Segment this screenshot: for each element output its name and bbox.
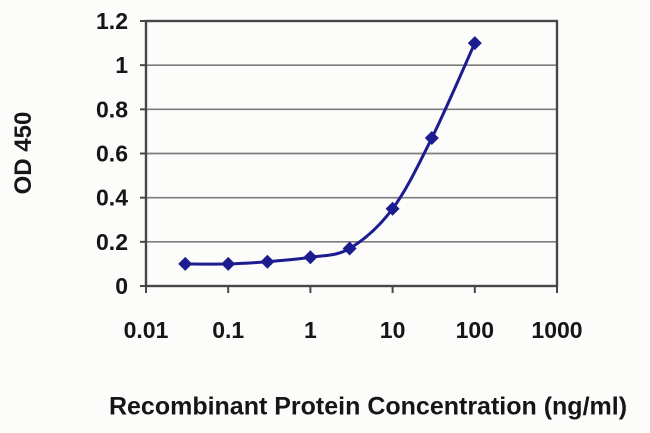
data-point-marker: [467, 36, 482, 51]
y-tick-label: 1: [115, 52, 128, 78]
data-point-marker: [260, 254, 275, 269]
y-tick-label: 0.6: [96, 141, 128, 167]
y-tick-label: 1.2: [96, 8, 128, 34]
data-point-marker: [303, 250, 318, 265]
data-point-marker: [221, 256, 236, 271]
data-point-marker: [424, 131, 439, 146]
data-point-marker: [178, 256, 193, 271]
data-point-marker: [385, 201, 400, 216]
x-tick-label: 1000: [531, 317, 582, 343]
y-tick-label: 0.4: [96, 185, 128, 211]
x-tick-label: 10: [380, 317, 406, 343]
x-tick-label: 0.01: [124, 317, 169, 343]
y-tick-label: 0.8: [96, 96, 128, 122]
x-axis-title: Recombinant Protein Concentration (ng/ml…: [108, 392, 628, 421]
x-tick-label: 0.1: [212, 317, 244, 343]
data-point-marker: [342, 241, 357, 256]
y-tick-label: 0: [115, 273, 128, 299]
x-tick-label: 100: [456, 317, 494, 343]
y-tick-label: 0.2: [96, 229, 128, 255]
y-axis-title: OD 450: [10, 111, 37, 195]
x-tick-label: 1: [304, 317, 317, 343]
